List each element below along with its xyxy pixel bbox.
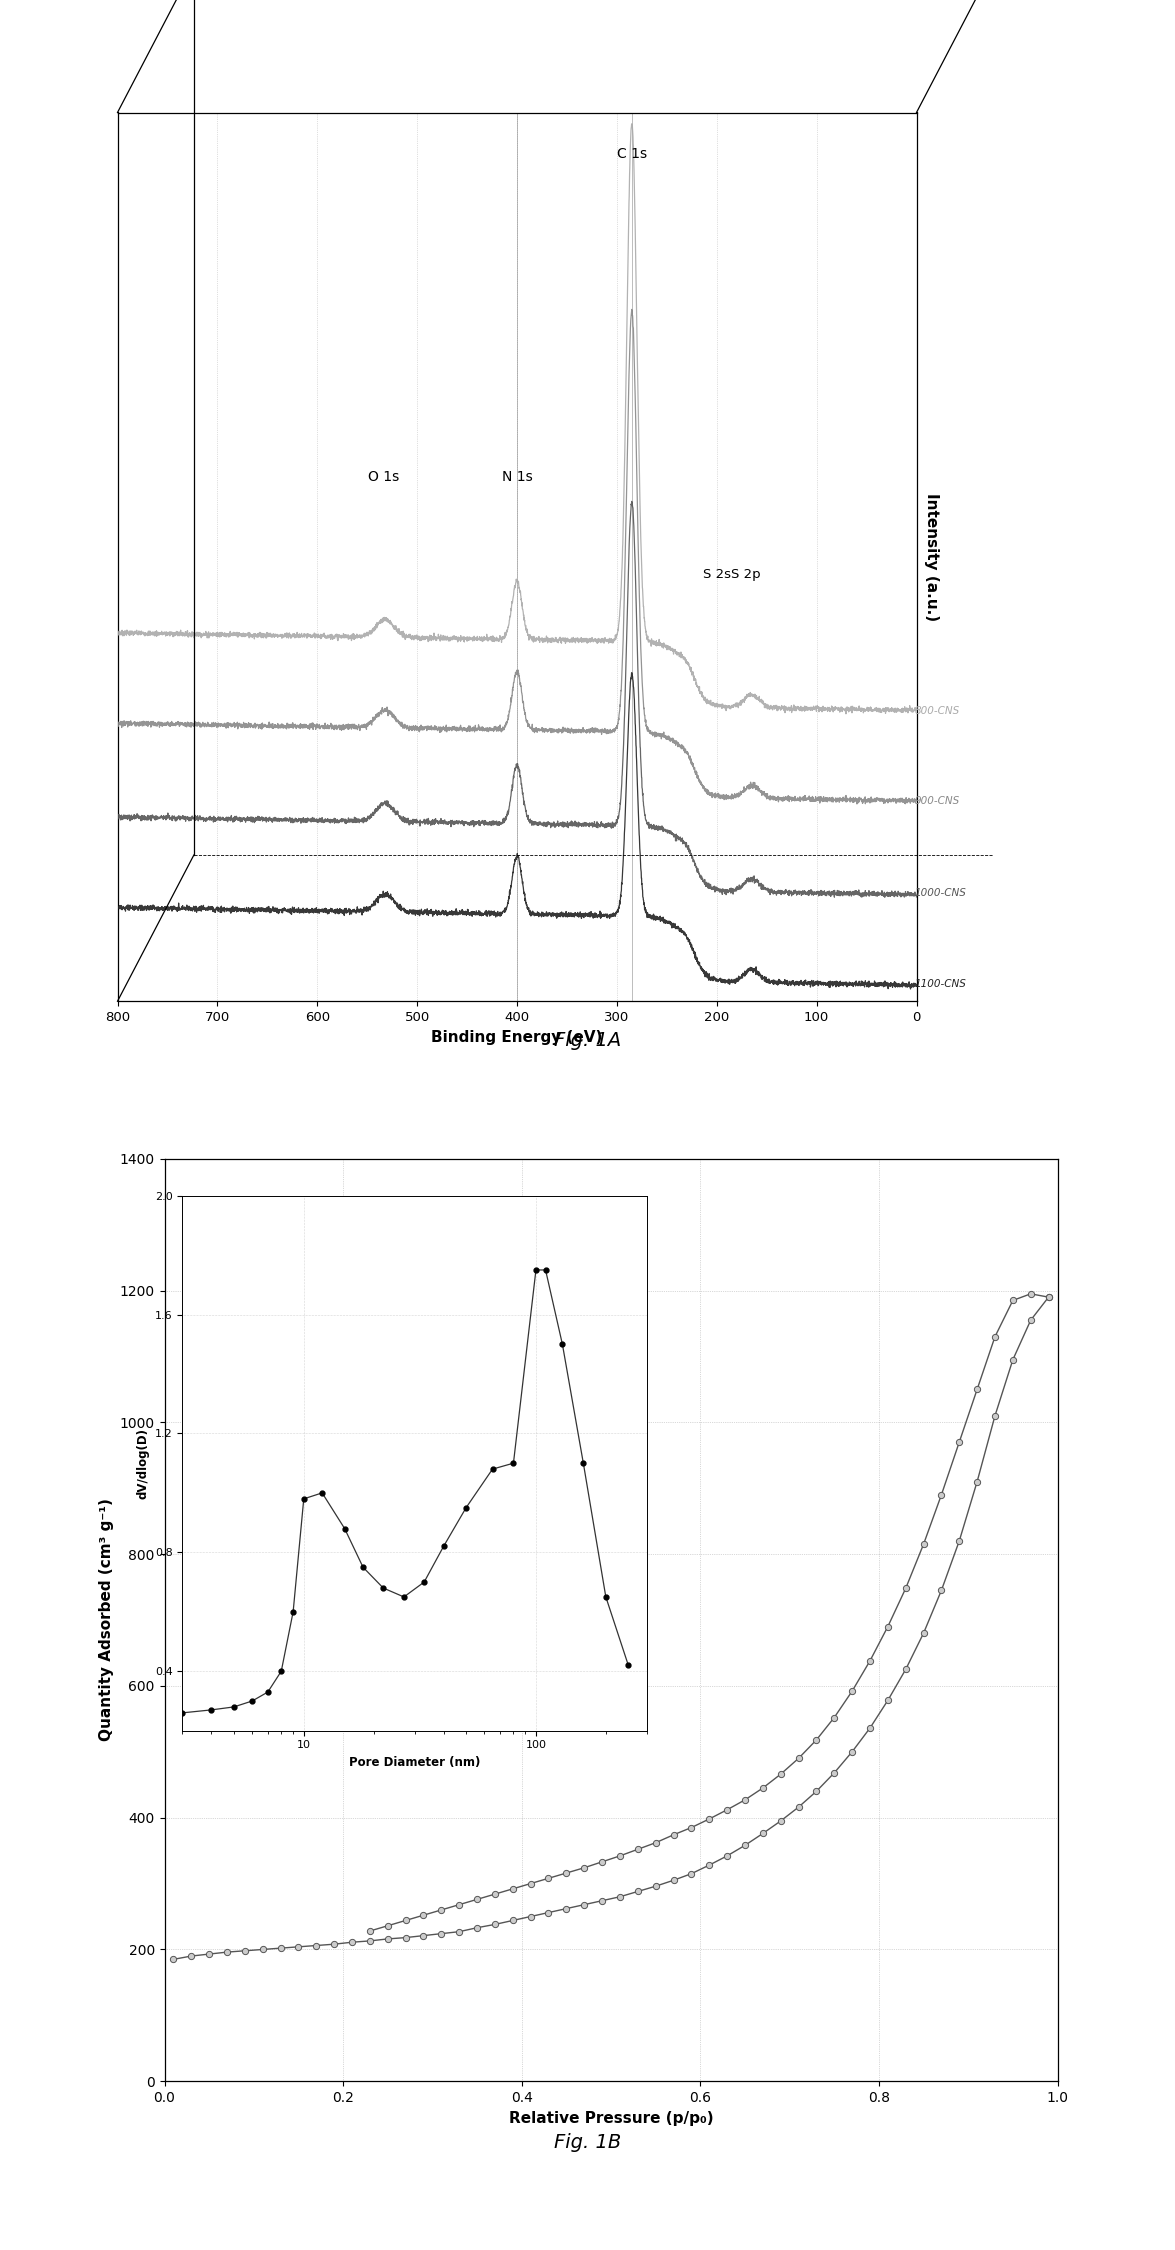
Text: O 1s: O 1s xyxy=(368,470,398,484)
Y-axis label: Intensity (a.u.): Intensity (a.u.) xyxy=(924,493,939,621)
Y-axis label: Quantity Adsorbed (cm³ g⁻¹): Quantity Adsorbed (cm³ g⁻¹) xyxy=(99,1498,114,1742)
Text: 900-CNS: 900-CNS xyxy=(914,796,960,806)
X-axis label: Binding Energy (eV): Binding Energy (eV) xyxy=(431,1030,603,1044)
Text: N 1s: N 1s xyxy=(502,470,532,484)
Text: Fig. 1B: Fig. 1B xyxy=(553,2133,622,2151)
X-axis label: Relative Pressure (p/p₀): Relative Pressure (p/p₀) xyxy=(509,2110,713,2126)
Text: 1000-CNS: 1000-CNS xyxy=(914,889,966,898)
Text: C 1s: C 1s xyxy=(617,146,647,162)
Text: 800-CNS: 800-CNS xyxy=(914,706,960,716)
Text: 1100-CNS: 1100-CNS xyxy=(914,979,966,988)
Text: S 2sS 2p: S 2sS 2p xyxy=(703,567,760,580)
Text: Fig. 1A: Fig. 1A xyxy=(553,1030,622,1048)
